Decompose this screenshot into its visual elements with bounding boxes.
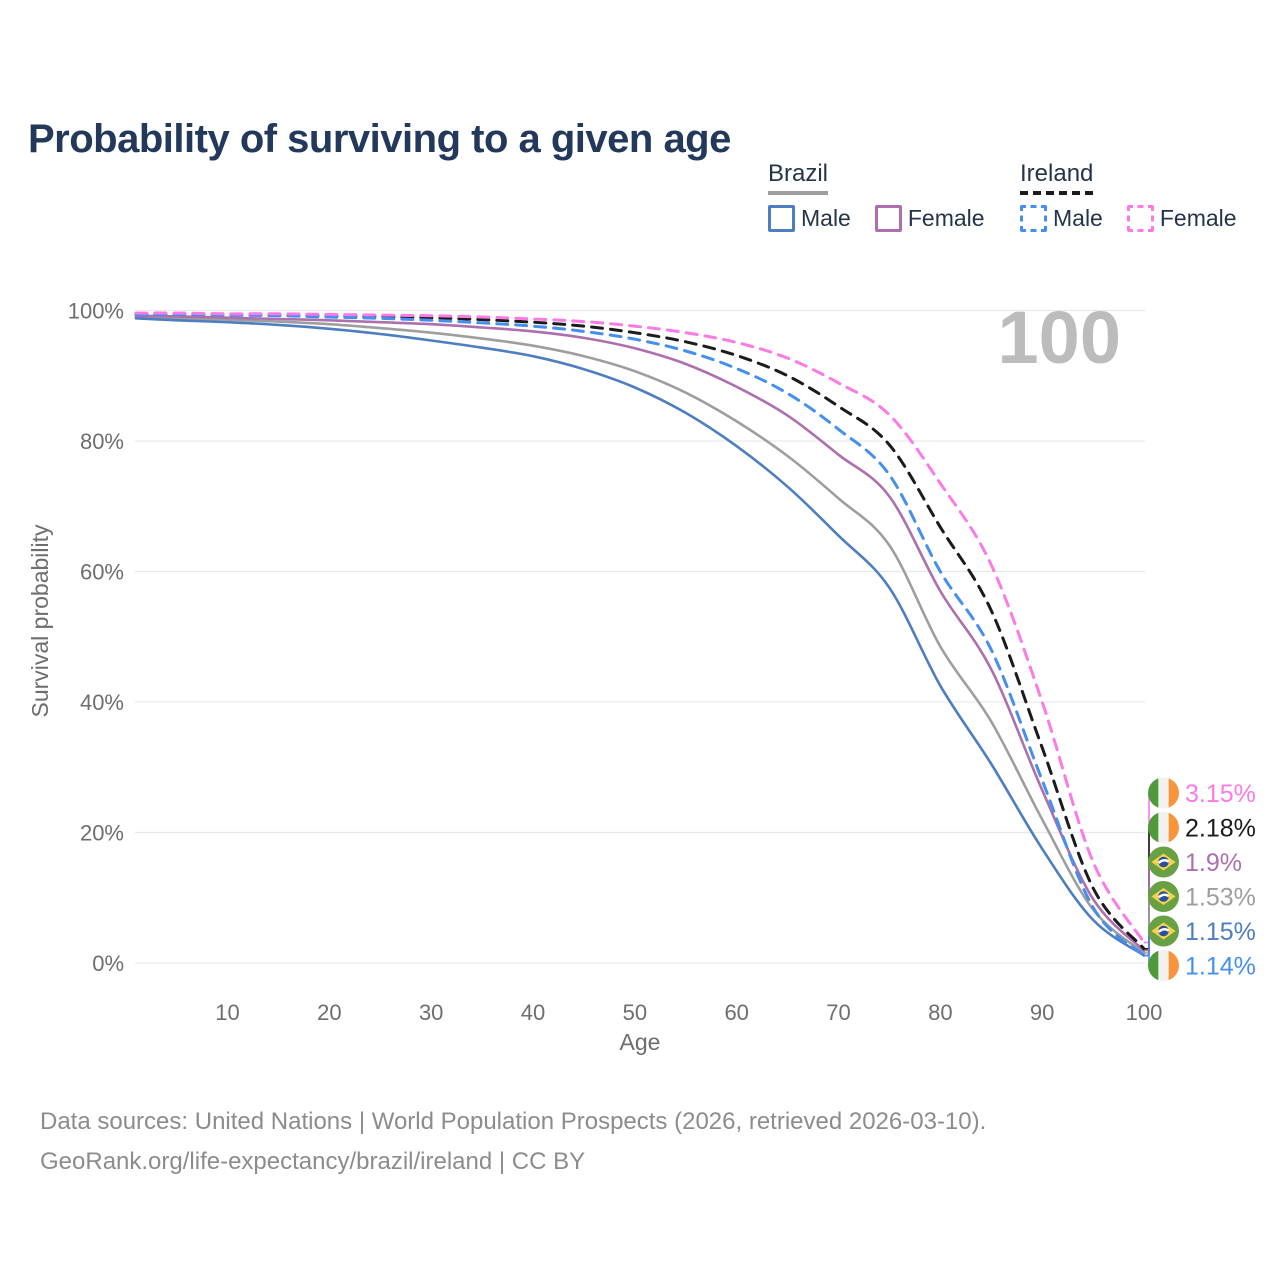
- ireland-flag-icon: [1148, 950, 1179, 981]
- brazil-flag-part: [1157, 928, 1170, 933]
- y-axis-title: Survival probability: [27, 524, 53, 718]
- y-tick-label-0: 0%: [92, 951, 124, 976]
- y-tick-label-60: 60%: [80, 560, 124, 585]
- legend-group-brazil: Brazil Male Female: [768, 160, 985, 232]
- legend-item-label: Male: [1053, 205, 1103, 231]
- brazil-flag-icon: [1148, 846, 1179, 878]
- y-tick-label-100: 100%: [68, 299, 124, 324]
- x-tick-label-80: 80: [928, 1000, 952, 1025]
- x-tick-label-20: 20: [317, 1000, 341, 1025]
- x-tick-label-40: 40: [521, 1000, 545, 1025]
- ireland-flag-part: [1168, 950, 1179, 981]
- legend-item-ireland-male[interactable]: Male: [1020, 205, 1103, 232]
- ireland-flag-part: [1158, 812, 1170, 843]
- x-tick-label-30: 30: [419, 1000, 443, 1025]
- brazil-flag-icon: [1148, 915, 1179, 947]
- legend-item-label: Male: [801, 205, 851, 231]
- brazil-flag-icon: [1148, 881, 1179, 912]
- legend-items-row: Male Female: [768, 205, 985, 232]
- series-line-ireland-male[interactable]: [134, 312, 1146, 958]
- brazil-flag-part: [1157, 893, 1170, 899]
- series-line-ireland-female[interactable]: [134, 311, 1146, 944]
- legend-item-label: Female: [1159, 205, 1237, 231]
- age-counter-watermark: 100: [998, 296, 1121, 379]
- legend-swatch-male: [1020, 205, 1047, 232]
- x-tick-label-70: 70: [826, 1000, 850, 1025]
- end-label-ireland-both-sexes: 2.18%: [1185, 815, 1256, 843]
- ireland-flag-icon: [1148, 777, 1179, 809]
- legend-swatch-female: [1126, 205, 1154, 232]
- series-line-brazil-male[interactable]: [134, 317, 1146, 957]
- ireland-flag-part: [1168, 777, 1179, 809]
- end-label-brazil-female: 1.9%: [1185, 849, 1242, 877]
- legend-swatch-female: [874, 205, 902, 232]
- series-line-brazil-both-sexes[interactable]: [134, 315, 1146, 955]
- legend-country-brazil[interactable]: Brazil: [768, 160, 829, 195]
- footer: Data sources: United Nations | World Pop…: [40, 1102, 986, 1182]
- legend: Brazil Male Female Ireland Male Female: [768, 160, 1248, 240]
- y-tick-label-20: 20%: [80, 821, 124, 846]
- legend-swatch-male: [768, 205, 795, 232]
- legend-items-row: Male Female: [1020, 205, 1237, 232]
- ireland-flag-part: [1168, 812, 1179, 843]
- end-label-brazil-male: 1.15%: [1185, 918, 1256, 946]
- x-tick-label-90: 90: [1030, 1000, 1054, 1025]
- x-tick-label-60: 60: [724, 1000, 748, 1025]
- legend-country-ireland[interactable]: Ireland: [1020, 160, 1094, 195]
- x-tick-label-10: 10: [215, 1000, 239, 1025]
- ireland-flag-part: [1148, 777, 1159, 809]
- series-line-ireland-both-sexes[interactable]: [134, 312, 1146, 951]
- end-label-brazil-both-sexes: 1.53%: [1185, 884, 1256, 912]
- series-line-brazil-female[interactable]: [134, 314, 1146, 952]
- attribution-note: GeoRank.org/life-expectancy/brazil/irela…: [40, 1148, 586, 1175]
- ireland-flag-part: [1148, 950, 1159, 981]
- ireland-flag-part: [1158, 777, 1170, 809]
- data-sources-note: Data sources: United Nations | World Pop…: [40, 1108, 987, 1135]
- x-tick-label-100: 100: [1126, 1000, 1163, 1025]
- end-label-ireland-male: 1.14%: [1185, 953, 1256, 981]
- legend-item-brazil-male[interactable]: Male: [768, 205, 851, 232]
- ireland-flag-part: [1158, 950, 1170, 981]
- ireland-flag-icon: [1148, 812, 1179, 843]
- page-title: Probability of surviving to a given age: [28, 116, 731, 161]
- y-tick-label-40: 40%: [80, 690, 124, 715]
- end-label-ireland-female: 3.15%: [1185, 780, 1256, 808]
- legend-item-brazil-female[interactable]: Female: [874, 205, 985, 232]
- brazil-flag-part: [1157, 859, 1170, 864]
- x-axis-title: Age: [620, 1029, 661, 1055]
- y-tick-label-80: 80%: [80, 429, 124, 454]
- x-tick-label-50: 50: [623, 1000, 647, 1025]
- legend-item-ireland-female[interactable]: Female: [1126, 205, 1237, 232]
- ireland-flag-part: [1148, 812, 1159, 843]
- legend-group-ireland: Ireland Male Female: [1020, 160, 1237, 232]
- legend-item-label: Female: [907, 205, 985, 231]
